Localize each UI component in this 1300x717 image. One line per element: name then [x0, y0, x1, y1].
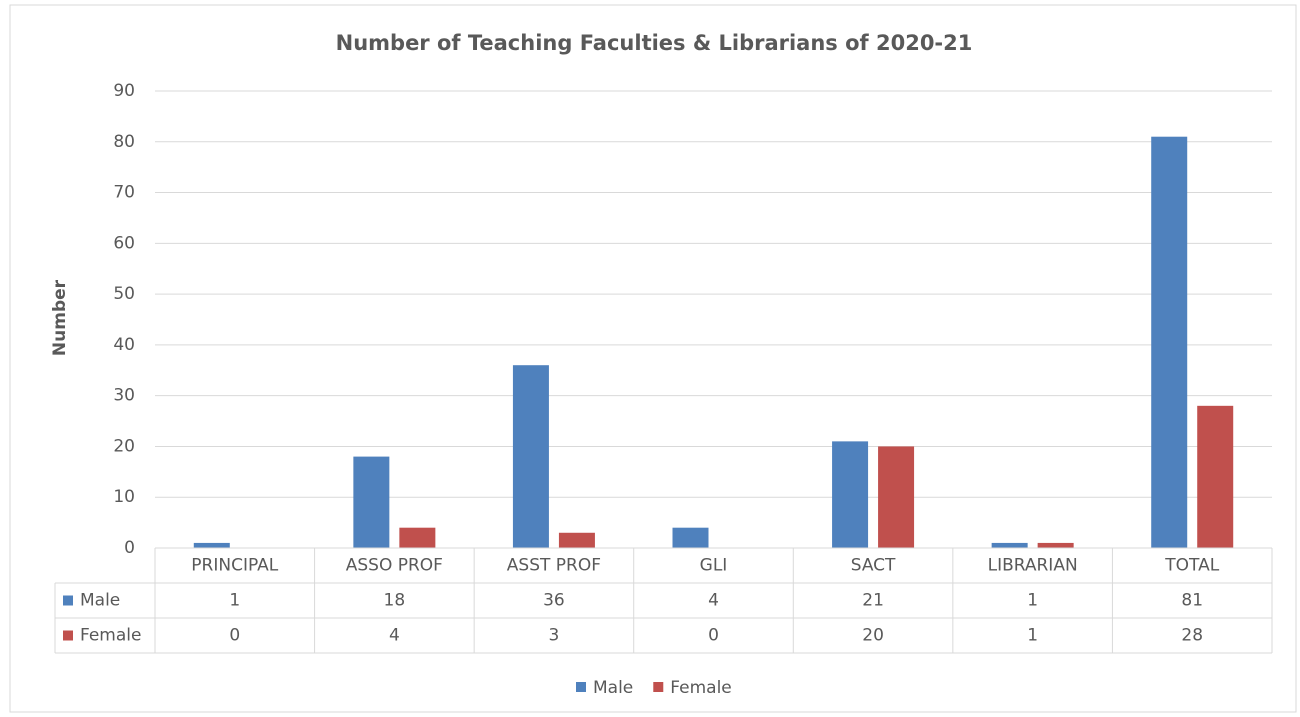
bar: [878, 446, 915, 548]
x-tick-label: SACT: [851, 556, 896, 576]
table-value: 3: [549, 626, 560, 646]
y-tick-label: 30: [113, 386, 135, 406]
legend-key: [653, 682, 664, 692]
y-tick-label: 20: [113, 436, 135, 456]
x-tick-label: ASSO PROF: [346, 556, 443, 576]
table-value: 20: [862, 626, 884, 646]
legend-key: [576, 682, 586, 692]
table-value: 0: [229, 626, 240, 646]
bar: [193, 542, 230, 548]
table-value: 21: [862, 591, 884, 611]
bar: [558, 532, 595, 548]
chart-title: Number of Teaching Faculties & Librarian…: [336, 31, 973, 55]
y-axis-title: Number: [50, 279, 70, 356]
bar: [353, 456, 390, 548]
x-tick-label: TOTAL: [1164, 556, 1219, 576]
y-tick-label: 60: [113, 233, 135, 253]
table-value: 4: [708, 591, 719, 611]
table-value: 4: [389, 626, 400, 646]
table-legend-key: [63, 630, 73, 641]
bar: [1197, 405, 1234, 548]
table-row-label: Male: [80, 591, 120, 611]
y-tick-label: 70: [113, 183, 135, 203]
y-tick-label: 40: [113, 335, 135, 355]
table-row-label: Female: [80, 626, 141, 646]
table-value: 1: [1027, 626, 1038, 646]
table-value: 36: [543, 591, 565, 611]
y-tick-label: 90: [113, 81, 135, 101]
bar: [672, 527, 709, 548]
legend-label: Female: [670, 678, 731, 698]
table-value: 81: [1181, 591, 1203, 611]
table-value: 18: [384, 591, 406, 611]
y-tick-label: 50: [113, 284, 135, 304]
legend-label: Male: [593, 678, 633, 698]
bar: [1037, 542, 1074, 548]
bar: [399, 527, 436, 548]
bar: [991, 542, 1028, 548]
table-value: 1: [229, 591, 240, 611]
bar: [1151, 136, 1188, 548]
bar: [832, 441, 869, 548]
y-tick-label: 10: [113, 487, 135, 507]
table-value: 28: [1181, 626, 1203, 646]
x-tick-label: LIBRARIAN: [988, 556, 1078, 576]
table-value: 0: [708, 626, 719, 646]
chart-frame: [9, 4, 1297, 713]
x-tick-label: ASST PROF: [507, 556, 601, 576]
x-tick-label: GLI: [700, 556, 728, 576]
table-value: 1: [1027, 591, 1038, 611]
y-tick-label: 0: [124, 538, 135, 558]
y-tick-label: 80: [113, 132, 135, 152]
bar: [512, 365, 549, 548]
table-legend-key: [63, 595, 73, 606]
x-tick-label: PRINCIPAL: [191, 556, 278, 576]
